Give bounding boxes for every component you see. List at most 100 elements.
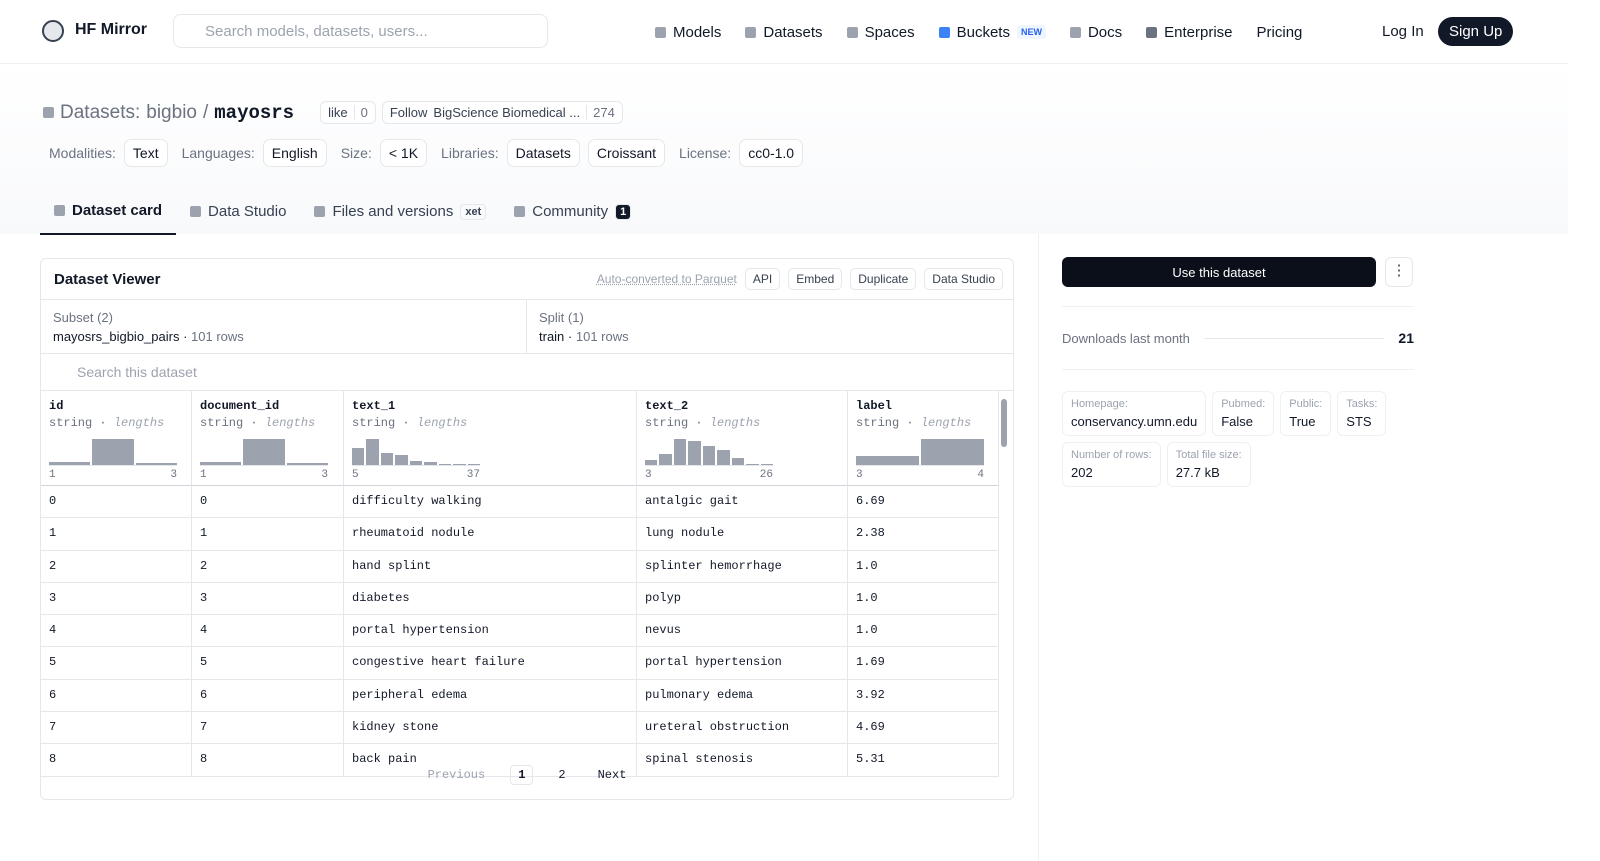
auto-converted[interactable]: Auto-converted to Parquet: [596, 272, 737, 286]
like-button[interactable]: like 0: [320, 101, 376, 124]
table-cell[interactable]: 0: [41, 486, 192, 519]
table-cell[interactable]: 8: [192, 744, 344, 777]
table-cell[interactable]: 0: [192, 486, 344, 519]
table-cell[interactable]: portal hypertension: [344, 615, 637, 648]
table-cell[interactable]: back pain: [344, 744, 637, 777]
dataset-icon: [43, 107, 54, 118]
nav-link[interactable]: Docs: [1069, 24, 1122, 41]
column-header[interactable]: id string · lengths 1 3: [41, 391, 192, 486]
table-cell[interactable]: nevus: [637, 615, 848, 648]
nav-link[interactable]: Buckets NEW: [938, 24, 1046, 41]
dataset-name[interactable]: mayosrs: [214, 101, 295, 124]
viewer-button[interactable]: Data Studio: [924, 268, 1003, 290]
table-cell[interactable]: splinter hemorrhage: [637, 550, 848, 583]
table-cell[interactable]: difficulty walking: [344, 486, 637, 519]
tag[interactable]: Datasets: [506, 139, 580, 167]
tab[interactable]: Dataset card: [40, 196, 177, 235]
tag[interactable]: cc0-1.0: [739, 139, 804, 167]
table-cell[interactable]: 3: [192, 582, 344, 616]
table-cell[interactable]: 5: [192, 647, 344, 680]
table-cell[interactable]: 2.38: [848, 518, 999, 551]
table-cell[interactable]: 6.69: [848, 486, 999, 519]
table-cell[interactable]: 4.69: [848, 712, 999, 745]
table-cell[interactable]: 1.0: [848, 582, 999, 616]
tab[interactable]: Data Studio: [176, 196, 300, 235]
split-select[interactable]: Split (1) train · 101 rows: [527, 299, 1013, 354]
followers: 274: [586, 105, 615, 120]
table-cell[interactable]: congestive heart failure: [344, 647, 637, 680]
table-cell[interactable]: 7: [41, 712, 192, 745]
column-header[interactable]: text_1 string · lengths 5 37: [344, 391, 637, 486]
tab[interactable]: Files and versions xet: [300, 196, 500, 235]
nav-link[interactable]: Pricing: [1257, 24, 1303, 41]
separator: /: [202, 101, 209, 123]
table-cell[interactable]: polyp: [637, 582, 848, 616]
tab[interactable]: Community 1: [500, 196, 645, 235]
table-cell[interactable]: 4: [192, 615, 344, 648]
table-cell[interactable]: 4: [41, 615, 192, 648]
tag[interactable]: Text: [123, 139, 168, 167]
table-cell[interactable]: lung nodule: [637, 518, 848, 551]
table-cell[interactable]: rheumatoid nodule: [344, 518, 637, 551]
login[interactable]: Log In: [1382, 23, 1424, 40]
nav-link[interactable]: Enterprise: [1146, 24, 1233, 41]
table-cell[interactable]: antalgic gait: [637, 486, 848, 519]
use-dataset-button[interactable]: Use this dataset: [1062, 257, 1376, 287]
table-cell[interactable]: 3.92: [848, 679, 999, 713]
follow-button[interactable]: Follow BigScience Biomedical ... 274: [381, 101, 623, 124]
nav-link[interactable]: Datasets: [745, 24, 823, 41]
scrollbar[interactable]: [1001, 399, 1007, 447]
table-cell[interactable]: hand splint: [344, 550, 637, 583]
table-cell[interactable]: 2: [192, 550, 344, 583]
table-cell[interactable]: portal hypertension: [637, 647, 848, 680]
next[interactable]: Next: [597, 768, 627, 782]
table-cell[interactable]: pulmonary edema: [637, 679, 848, 713]
table-search[interactable]: Search this dataset: [41, 355, 1013, 391]
table-cell[interactable]: 2: [41, 550, 192, 583]
column-header[interactable]: document_id string · lengths 1 3: [192, 391, 344, 486]
table-cell[interactable]: 7: [192, 712, 344, 745]
table-cell[interactable]: ureteral obstruction: [637, 712, 848, 745]
nav-link[interactable]: Spaces: [846, 24, 915, 41]
viewer-button[interactable]: Embed: [788, 268, 843, 290]
nav-link[interactable]: Models: [655, 24, 721, 41]
table-cell[interactable]: 8: [41, 744, 192, 777]
table-cell[interactable]: spinal stenosis: [637, 744, 848, 777]
table-cell[interactable]: 1: [41, 518, 192, 551]
search-box[interactable]: Search models, datasets, users...: [173, 14, 548, 48]
logo[interactable]: [42, 20, 64, 42]
table-cell[interactable]: 1: [192, 518, 344, 551]
table-cell[interactable]: 3: [41, 582, 192, 616]
tag-label: Languages:: [181, 145, 255, 161]
meta-key: Total file size:: [1175, 449, 1242, 461]
column-header[interactable]: text_2 string · lengths 3 26: [637, 391, 848, 486]
table-cell[interactable]: 6: [41, 679, 192, 713]
owner[interactable]: bigbio: [146, 101, 197, 123]
brand[interactable]: HF Mirror: [75, 21, 147, 38]
tag[interactable]: English: [262, 139, 327, 167]
tag[interactable]: < 1K: [379, 139, 428, 167]
min: 1: [49, 469, 56, 481]
signup[interactable]: Sign Up: [1438, 17, 1514, 46]
table-cell[interactable]: 1.0: [848, 615, 999, 648]
table-cell[interactable]: 5.31: [848, 744, 999, 777]
viewer-button[interactable]: Duplicate: [850, 268, 917, 290]
viewer-button[interactable]: API: [744, 268, 781, 290]
hist-bar: [731, 457, 745, 465]
more-button[interactable]: ⋮: [1385, 257, 1413, 287]
max: 37: [466, 469, 480, 481]
tab-label: Files and versions: [332, 203, 454, 220]
table-cell[interactable]: kidney stone: [344, 712, 637, 745]
table-cell[interactable]: 6: [192, 679, 344, 713]
page[interactable]: 2: [558, 768, 566, 782]
table-cell[interactable]: 1.69: [848, 647, 999, 680]
table-cell[interactable]: 5: [41, 647, 192, 680]
column-header[interactable]: label string · lengths 3 4: [848, 391, 999, 486]
table-cell[interactable]: peripheral edema: [344, 679, 637, 713]
table-cell[interactable]: diabetes: [344, 582, 637, 616]
subset-select[interactable]: Subset (2) mayosrs_bigbio_pairs · 101 ro…: [41, 299, 527, 354]
tag[interactable]: Croissant: [587, 139, 666, 167]
table-cell[interactable]: 1.0: [848, 550, 999, 583]
page[interactable]: 1: [510, 765, 534, 785]
